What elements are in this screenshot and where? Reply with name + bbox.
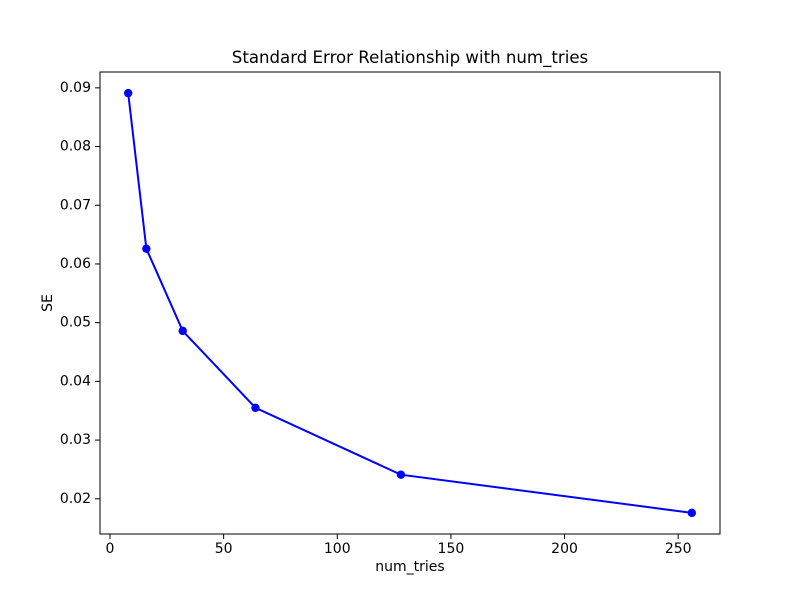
y-tick-label: 0.04 (60, 373, 91, 389)
y-tick-label: 0.09 (60, 80, 91, 96)
y-tick-label: 0.05 (60, 315, 91, 331)
series-line (127, 93, 692, 514)
x-tick-label: 250 (665, 541, 692, 557)
y-tick-label: 0.06 (60, 256, 91, 272)
plot-area (99, 71, 721, 535)
data-point (687, 508, 697, 518)
x-tick-label: 0 (106, 541, 115, 557)
y-tick-label: 0.07 (60, 197, 91, 213)
y-tick-label: 0.03 (60, 432, 91, 448)
data-point (123, 88, 133, 98)
y-tick-label: 0.02 (60, 491, 91, 507)
x-tick-label: 100 (324, 541, 351, 557)
x-tick-label: 50 (215, 541, 233, 557)
data-point (251, 403, 260, 412)
x-tick-label: 150 (438, 541, 465, 557)
data-point (396, 470, 406, 479)
data-point (142, 244, 151, 253)
x-axis-label: num_tries (375, 559, 444, 575)
x-axis-ticks: 0 50 100 150 200 250 (106, 534, 692, 557)
data-point-markers (123, 88, 697, 518)
y-axis-ticks: 0.02 0.03 0.04 0.05 0.06 0.07 0.08 0.09 (60, 80, 100, 507)
y-tick-label: 0.08 (60, 139, 91, 155)
x-tick-label: 200 (551, 541, 578, 557)
data-point (178, 326, 187, 336)
chart-title: Standard Error Relationship with num_tri… (232, 48, 588, 68)
y-axis-label: SE (40, 294, 56, 312)
